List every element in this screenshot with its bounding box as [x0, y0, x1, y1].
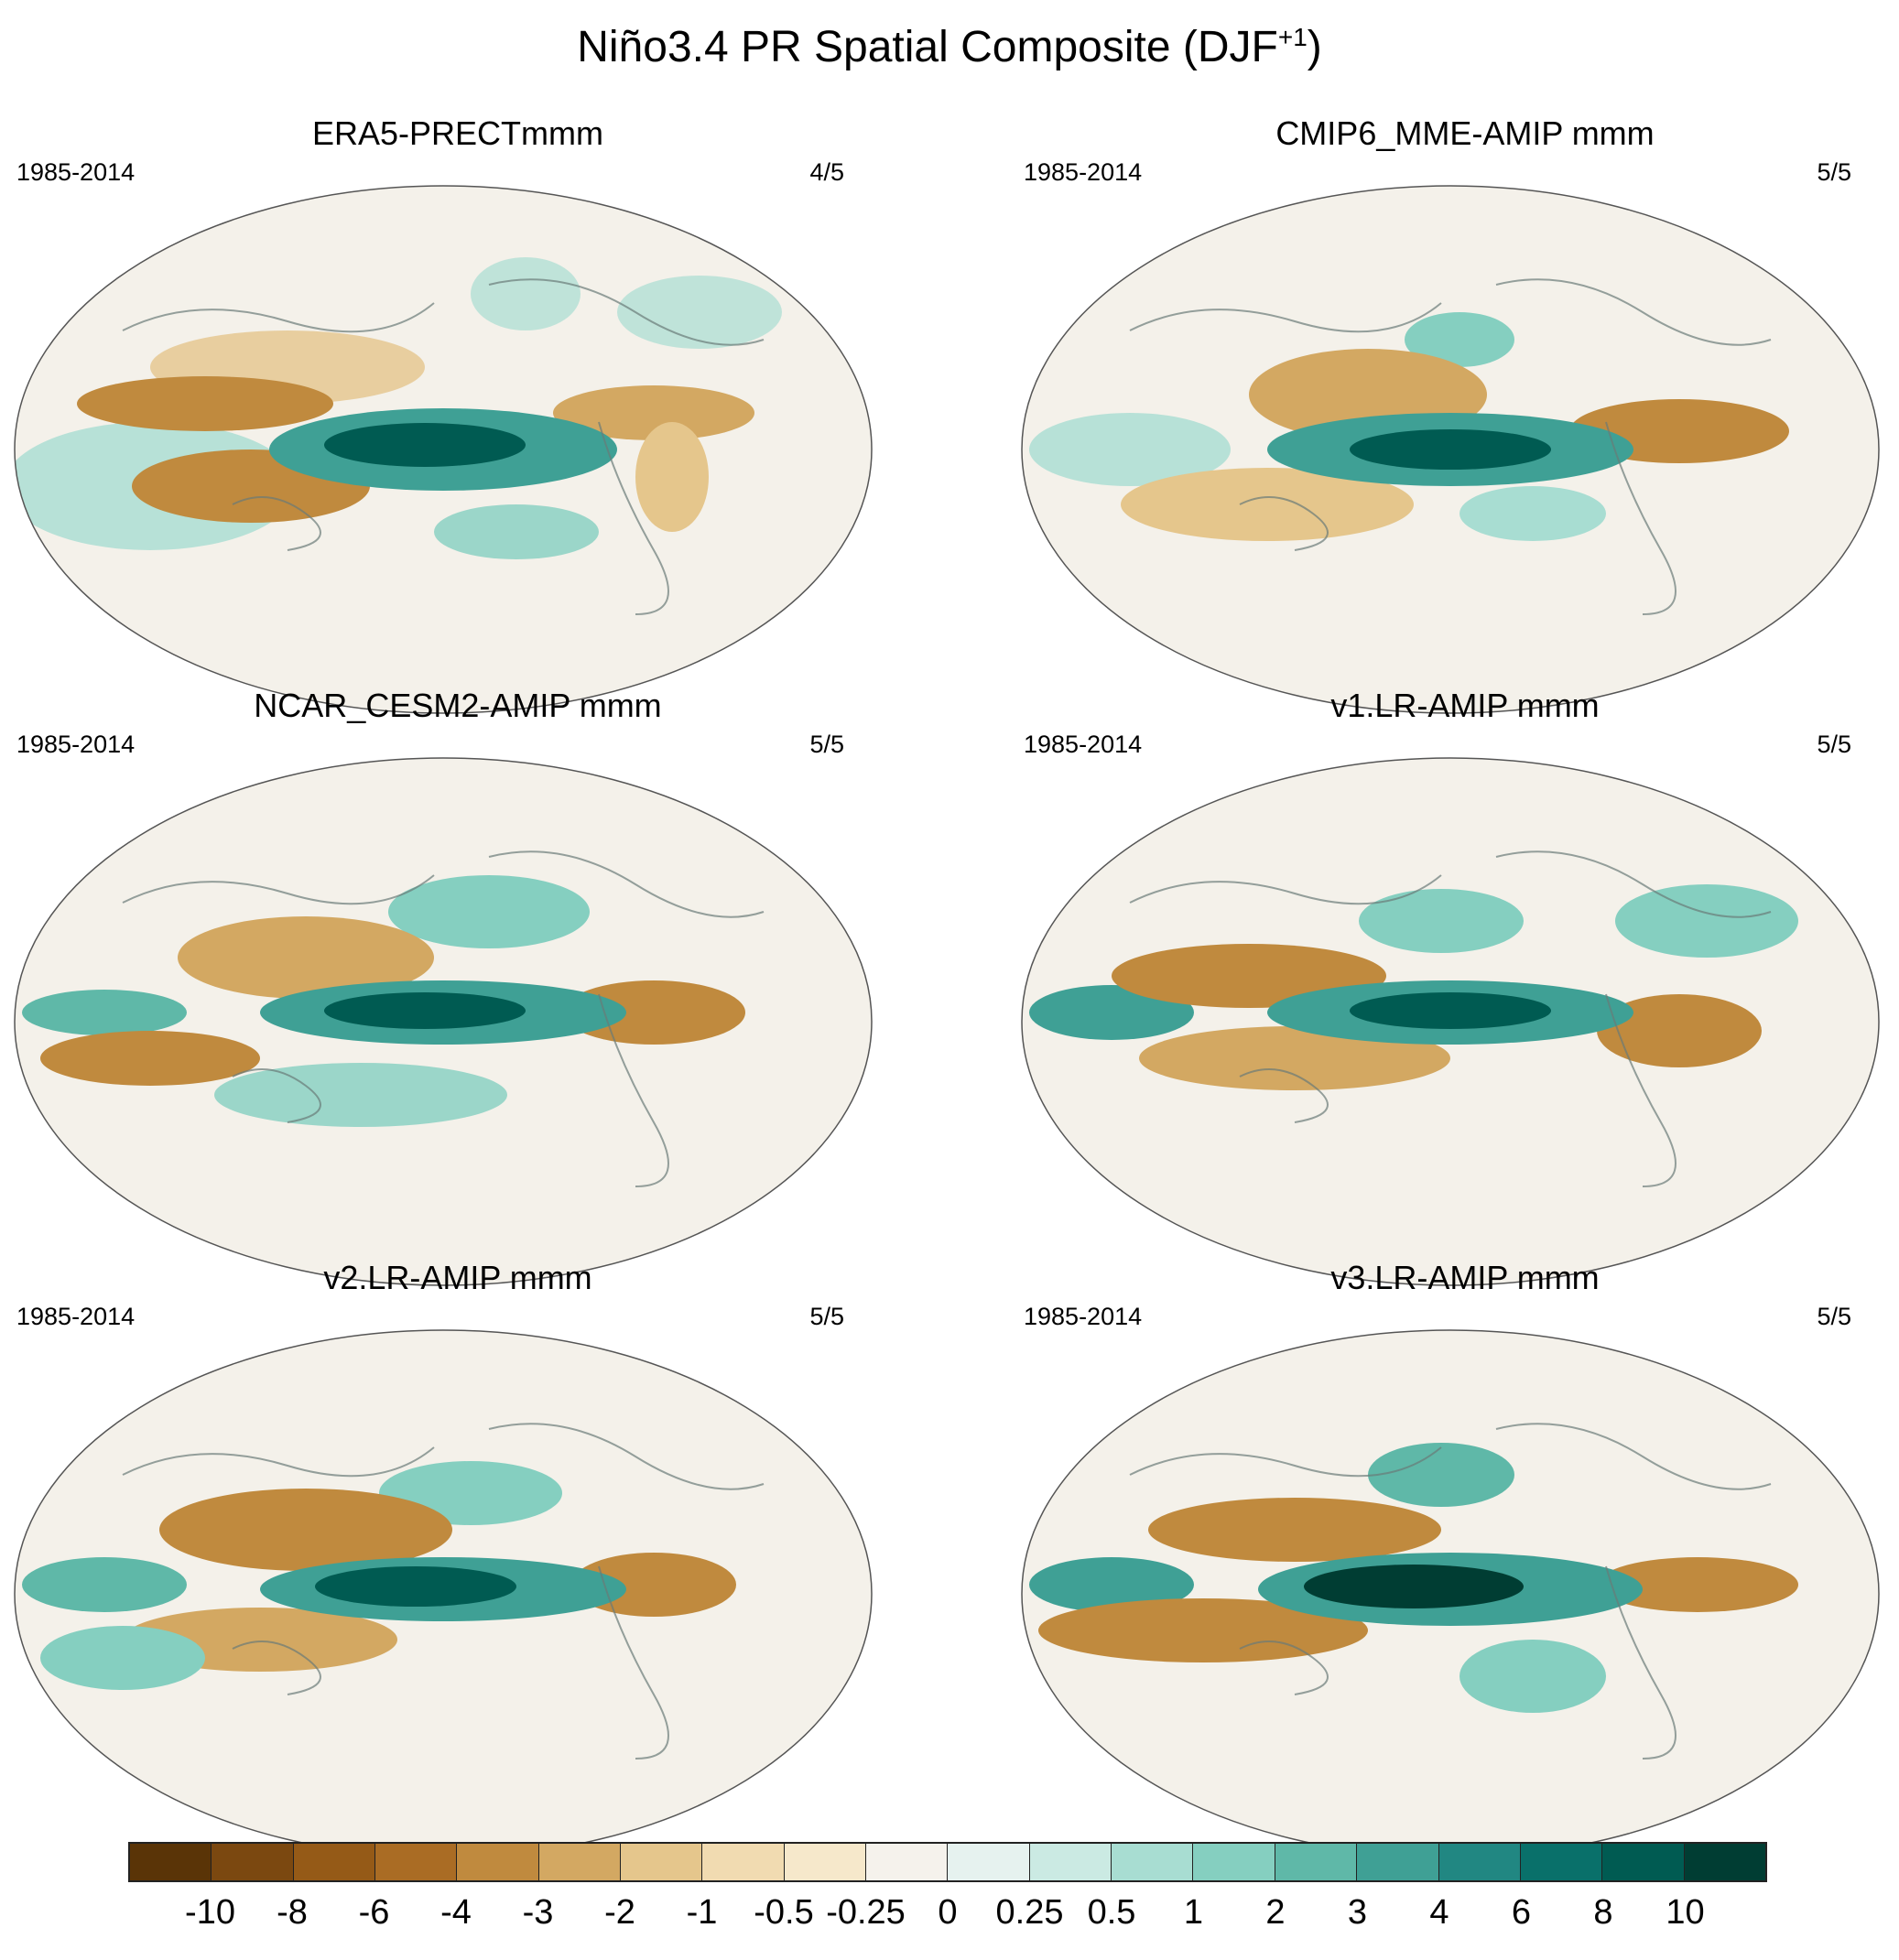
colorbar-segment [1684, 1844, 1765, 1880]
figure-title-text: Niño3.4 PR Spatial Composite (DJF [577, 23, 1278, 71]
colorbar-segment [1602, 1844, 1685, 1880]
colorbar-segment [621, 1844, 703, 1880]
panel-period: 1985-2014 [1024, 731, 1143, 758]
panel-member-count: 5/5 [1817, 731, 1851, 758]
colorbar-segment [1520, 1844, 1603, 1880]
panel-period: 1985-2014 [1024, 1303, 1143, 1330]
colorbar-segment [948, 1844, 1030, 1880]
panel-title: NCAR_CESM2-AMIP mmm [254, 687, 662, 724]
colorbar-segment [457, 1844, 539, 1880]
panel-member-count: 5/5 [809, 1303, 844, 1330]
map-panel-cmip6: CMIP6_MME-AMIP mmm 1985-2014 5/5 [1007, 114, 1899, 714]
colorbar-segment [1029, 1844, 1112, 1880]
colorbar-segment [538, 1844, 622, 1880]
map-panel-ncar-cesm2: NCAR_CESM2-AMIP mmm 1985-2014 5/5 [0, 687, 916, 1286]
colorbar-labels: -10 -8 -6 -4 -3 -2 -1 -0.5 -0.25 0 0.25 0.5 1 2 3 4 6 8 10 [128, 1893, 1767, 1939]
colorbar-segment [702, 1844, 785, 1880]
colorbar-tick-label: -8 [277, 1893, 308, 1932]
precip-anomaly-map [1021, 185, 1880, 714]
precip-anomaly-map [1021, 1329, 1880, 1858]
figure-title: Niño3.4 PR Spatial Composite (DJF+1) [0, 22, 1899, 72]
panel-member-count: 5/5 [1817, 1303, 1851, 1330]
colorbar-tick-label: 2 [1265, 1893, 1286, 1932]
colorbar-segment [293, 1844, 376, 1880]
precip-anomaly-map [14, 757, 873, 1286]
colorbar-tick-label: -4 [440, 1893, 472, 1932]
colorbar-tick-label: -3 [522, 1893, 554, 1932]
colorbar-tick-label: 10 [1666, 1893, 1705, 1932]
colorbar-tick-label: -2 [604, 1893, 635, 1932]
panel-title: v2.LR-AMIP mmm [323, 1259, 592, 1296]
precip-anomaly-map [14, 1329, 873, 1858]
panel-period: 1985-2014 [1024, 158, 1143, 186]
colorbar-tick-label: 6 [1511, 1893, 1532, 1932]
panel-title: ERA5-PRECTmmm [311, 114, 603, 152]
panel-period: 1985-2014 [16, 158, 136, 186]
colorbar-tick-label: 8 [1593, 1893, 1613, 1932]
colorbar-tick-label: -1 [686, 1893, 718, 1932]
colorbar-tick-label: 0.5 [1087, 1893, 1136, 1932]
colorbar-tick-label: 0 [938, 1893, 958, 1932]
colorbar-segment [1193, 1844, 1275, 1880]
map-panel-v3-lr: v3.LR-AMIP mmm 1985-2014 5/5 [1007, 1259, 1899, 1858]
colorbar-segment [866, 1844, 949, 1880]
colorbar-segment [375, 1844, 458, 1880]
panel-period: 1985-2014 [16, 1303, 136, 1330]
colorbar-tick-label: -10 [185, 1893, 235, 1932]
colorbar-tick-label: 0.25 [995, 1893, 1064, 1932]
panel-title: CMIP6_MME-AMIP mmm [1275, 114, 1655, 152]
colorbar-tick-label: -0.5 [754, 1893, 814, 1932]
colorbar-tick-label: 1 [1183, 1893, 1204, 1932]
figure-title-close: ) [1307, 23, 1322, 71]
colorbar-segment [1357, 1844, 1439, 1880]
colorbar-segment [1275, 1844, 1358, 1880]
colorbar-tick-label: -0.25 [826, 1893, 906, 1932]
colorbar-segment [784, 1844, 867, 1880]
colorbar-segment [130, 1844, 212, 1880]
panel-title: v3.LR-AMIP mmm [1330, 1259, 1600, 1296]
map-panel-v2-lr: v2.LR-AMIP mmm 1985-2014 5/5 [0, 1259, 916, 1858]
panel-member-count: 4/5 [809, 158, 844, 186]
precip-anomaly-map [14, 185, 873, 714]
panel-member-count: 5/5 [809, 731, 844, 758]
panel-title: v1.LR-AMIP mmm [1330, 687, 1600, 724]
colorbar-segment [212, 1844, 294, 1880]
colorbar-segment [1112, 1844, 1194, 1880]
map-panel-era5: ERA5-PRECTmmm 1985-2014 4/5 [0, 114, 916, 714]
precip-anomaly-map [1021, 757, 1880, 1286]
figure-title-superscript: +1 [1277, 23, 1308, 51]
colorbar [128, 1842, 1767, 1882]
panel-member-count: 5/5 [1817, 158, 1851, 186]
colorbar-tick-label: 3 [1347, 1893, 1368, 1932]
colorbar-segment [1438, 1844, 1521, 1880]
colorbar-tick-label: 4 [1429, 1893, 1449, 1932]
colorbar-tick-label: -6 [358, 1893, 390, 1932]
map-panel-v1-lr: v1.LR-AMIP mmm 1985-2014 5/5 [1007, 687, 1899, 1286]
panel-period: 1985-2014 [16, 731, 136, 758]
